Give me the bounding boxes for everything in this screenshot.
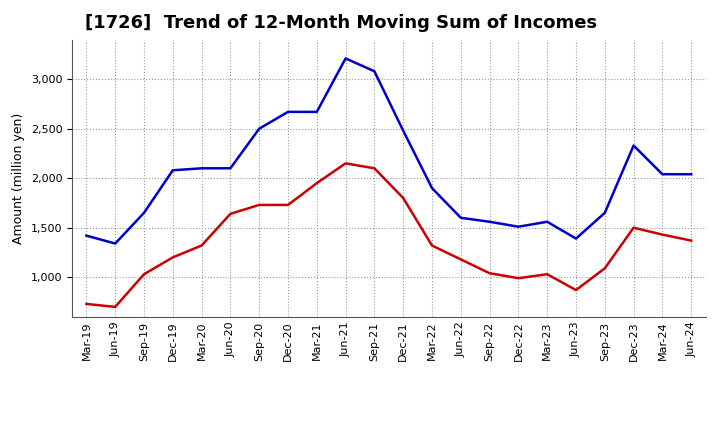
Ordinary Income — [658, 172, 667, 177]
Net Income — [226, 211, 235, 216]
Net Income — [82, 301, 91, 307]
Ordinary Income — [168, 168, 177, 173]
Net Income — [197, 243, 206, 248]
Ordinary Income — [255, 126, 264, 131]
Ordinary Income — [572, 236, 580, 241]
Text: [1726]  Trend of 12-Month Moving Sum of Incomes: [1726] Trend of 12-Month Moving Sum of I… — [85, 15, 597, 33]
Line: Net Income: Net Income — [86, 163, 691, 307]
Ordinary Income — [140, 210, 148, 216]
Ordinary Income — [312, 109, 321, 114]
Ordinary Income — [370, 69, 379, 74]
Ordinary Income — [284, 109, 292, 114]
Y-axis label: Amount (million yen): Amount (million yen) — [12, 113, 25, 244]
Line: Ordinary Income: Ordinary Income — [86, 59, 691, 243]
Net Income — [687, 238, 696, 243]
Net Income — [572, 287, 580, 293]
Net Income — [428, 243, 436, 248]
Net Income — [456, 257, 465, 262]
Ordinary Income — [82, 233, 91, 238]
Net Income — [514, 275, 523, 281]
Net Income — [485, 271, 494, 276]
Ordinary Income — [687, 172, 696, 177]
Ordinary Income — [197, 165, 206, 171]
Net Income — [284, 202, 292, 208]
Net Income — [341, 161, 350, 166]
Net Income — [168, 255, 177, 260]
Net Income — [255, 202, 264, 208]
Net Income — [399, 195, 408, 201]
Ordinary Income — [485, 219, 494, 224]
Ordinary Income — [341, 56, 350, 61]
Ordinary Income — [399, 128, 408, 133]
Ordinary Income — [600, 210, 609, 216]
Ordinary Income — [456, 215, 465, 220]
Net Income — [543, 271, 552, 277]
Net Income — [140, 271, 148, 277]
Net Income — [312, 180, 321, 186]
Ordinary Income — [514, 224, 523, 229]
Net Income — [370, 165, 379, 171]
Net Income — [629, 225, 638, 230]
Ordinary Income — [543, 219, 552, 224]
Net Income — [600, 266, 609, 271]
Ordinary Income — [629, 143, 638, 148]
Ordinary Income — [111, 241, 120, 246]
Ordinary Income — [226, 165, 235, 171]
Net Income — [658, 232, 667, 237]
Net Income — [111, 304, 120, 310]
Ordinary Income — [428, 186, 436, 191]
